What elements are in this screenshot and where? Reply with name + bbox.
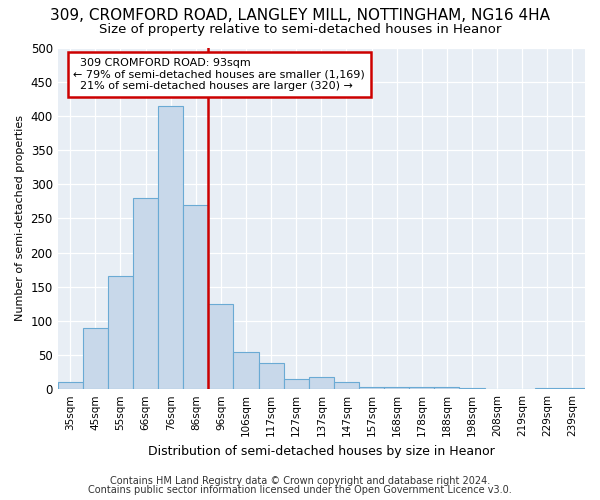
Bar — [434, 387, 460, 389]
Bar — [233, 352, 259, 389]
Text: 309 CROMFORD ROAD: 93sqm
← 79% of semi-detached houses are smaller (1,169)
  21%: 309 CROMFORD ROAD: 93sqm ← 79% of semi-d… — [73, 58, 365, 91]
Bar — [309, 377, 334, 389]
Bar — [359, 387, 384, 389]
Bar — [133, 198, 158, 389]
Bar — [259, 363, 284, 389]
Bar — [560, 388, 585, 389]
Bar — [183, 204, 208, 389]
Bar — [334, 382, 359, 389]
Bar — [409, 387, 434, 389]
Bar — [384, 387, 409, 389]
Bar — [284, 379, 309, 389]
Bar — [108, 276, 133, 389]
Bar — [208, 304, 233, 389]
Text: Size of property relative to semi-detached houses in Heanor: Size of property relative to semi-detach… — [99, 22, 501, 36]
Bar — [83, 328, 108, 389]
Y-axis label: Number of semi-detached properties: Number of semi-detached properties — [15, 116, 25, 322]
Text: 309, CROMFORD ROAD, LANGLEY MILL, NOTTINGHAM, NG16 4HA: 309, CROMFORD ROAD, LANGLEY MILL, NOTTIN… — [50, 8, 550, 22]
Text: Contains HM Land Registry data © Crown copyright and database right 2024.: Contains HM Land Registry data © Crown c… — [110, 476, 490, 486]
Bar — [158, 106, 183, 389]
Bar — [58, 382, 83, 389]
X-axis label: Distribution of semi-detached houses by size in Heanor: Distribution of semi-detached houses by … — [148, 444, 495, 458]
Bar — [535, 388, 560, 389]
Bar — [460, 388, 485, 389]
Text: Contains public sector information licensed under the Open Government Licence v3: Contains public sector information licen… — [88, 485, 512, 495]
